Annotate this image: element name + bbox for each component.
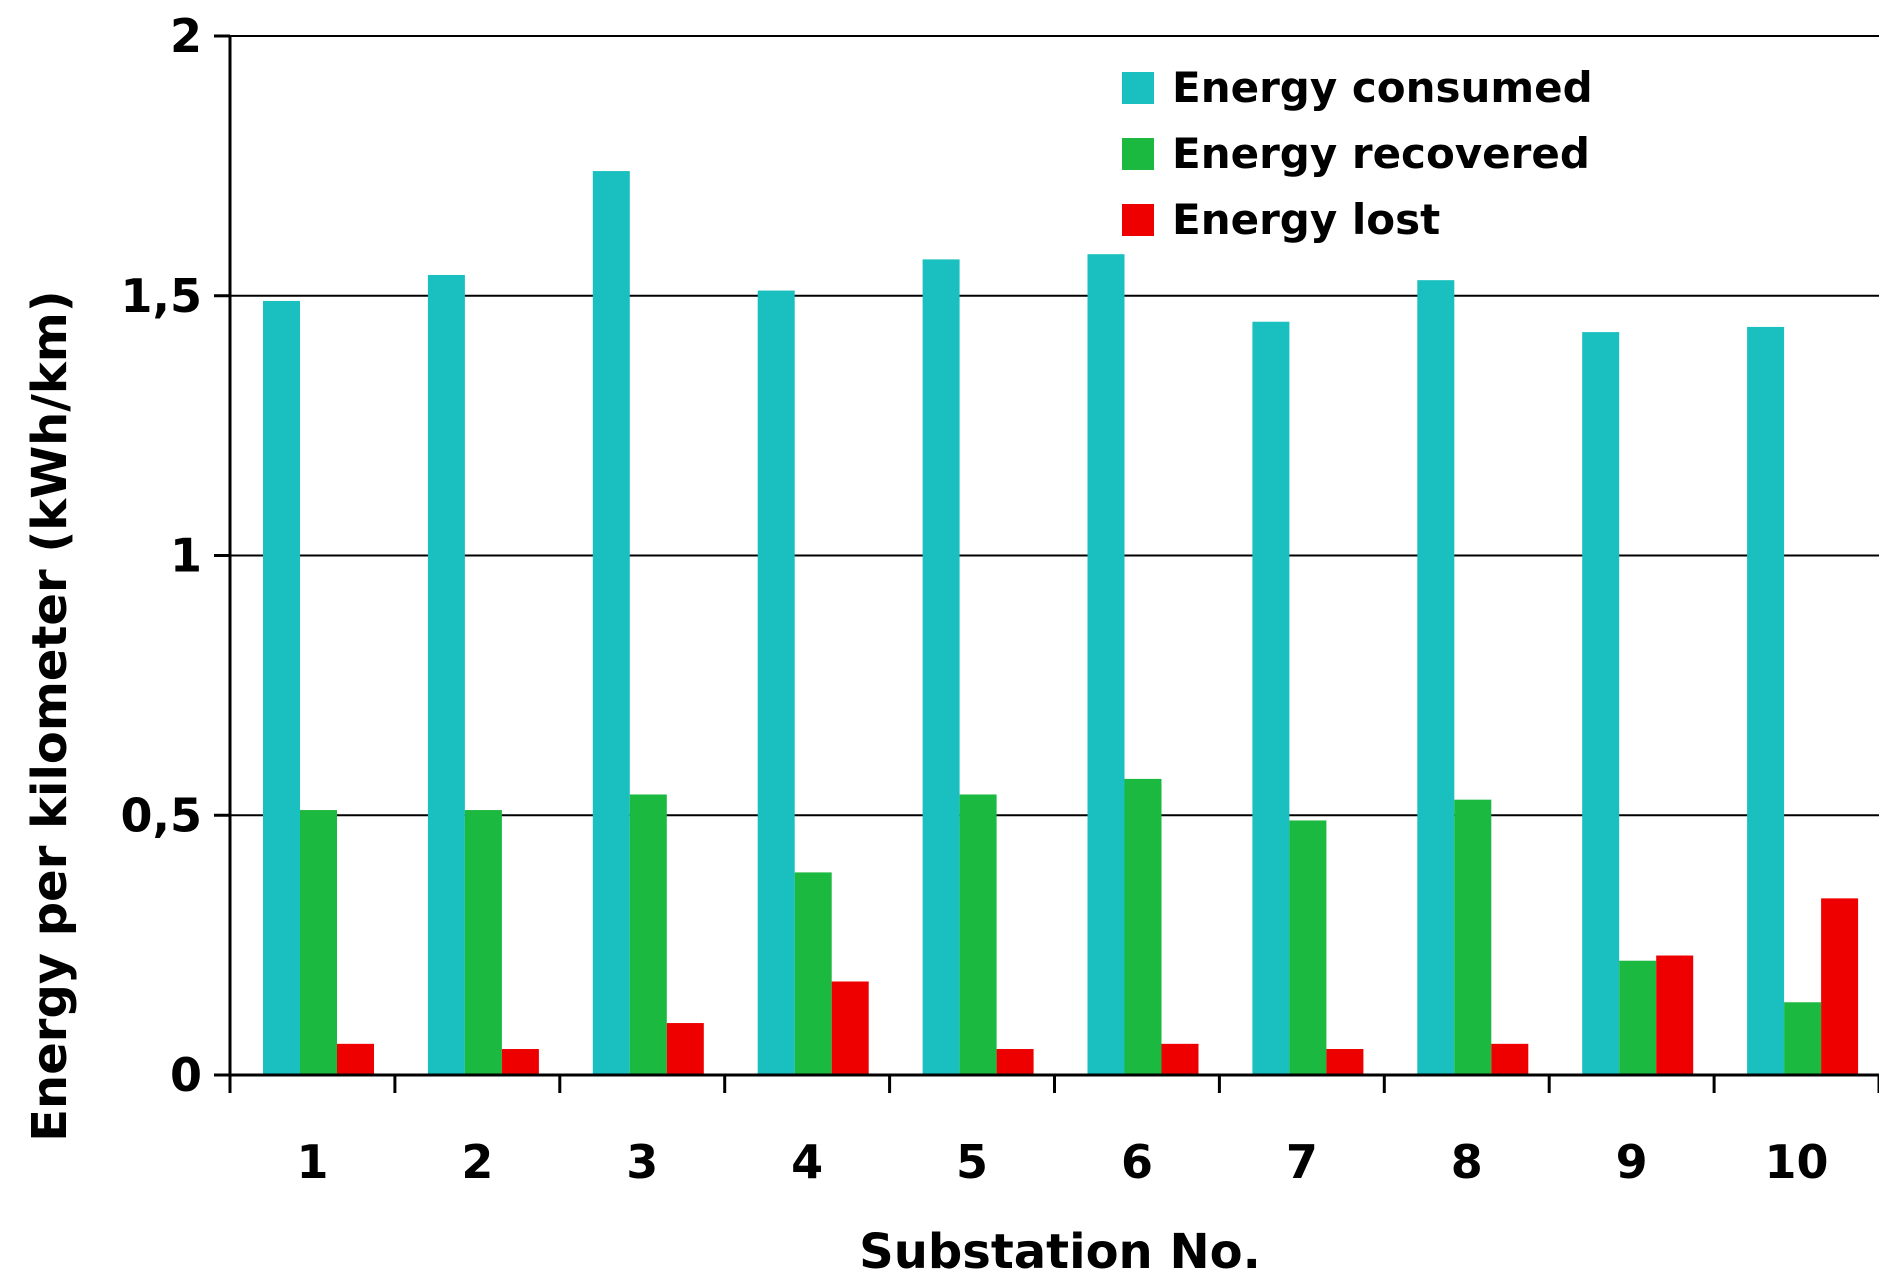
bars [263,171,1859,1076]
bar-energy-lost [996,1049,1034,1075]
bar-energy-lost [1656,955,1694,1075]
tick-labels: 0 0,5 1 1,5 2 1 2 3 4 5 6 7 8 9 10 [121,9,1829,1189]
bar-energy-lost [1821,898,1859,1075]
x-tick-label: 3 [626,1135,658,1189]
bar-energy-recovered [1289,820,1327,1075]
bar-energy-recovered [464,810,502,1075]
y-tick-label: 1,5 [121,269,203,323]
bar-energy-consumed [1582,332,1620,1075]
legend-swatch [1122,138,1154,170]
y-tick-label: 1 [170,529,202,583]
bar-energy-consumed [427,274,465,1076]
bar-energy-recovered [1619,960,1657,1075]
axes [214,34,1879,1093]
legend-swatch [1122,72,1154,104]
legend-label: Energy recovered [1172,129,1590,178]
bar-energy-lost [666,1023,704,1075]
bar-energy-recovered [1454,799,1492,1075]
gridlines [230,35,1879,817]
bar-energy-consumed [1417,280,1455,1075]
bar-energy-recovered [959,794,997,1075]
bar-energy-consumed [592,171,630,1075]
x-tick-label: 1 [296,1135,328,1189]
y-tick-label: 0,5 [121,788,203,842]
x-tick-label: 9 [1616,1135,1648,1189]
bar-energy-recovered [794,872,832,1075]
x-tick-label: 7 [1286,1135,1318,1189]
bar-energy-recovered [300,810,337,1075]
x-axis-title: Substation No. [859,1224,1261,1280]
bar-energy-lost [1491,1043,1529,1075]
bar-energy-recovered [1124,778,1162,1075]
bar-energy-lost [831,981,869,1075]
legend-swatch [1122,204,1154,236]
legend-label: Energy consumed [1172,63,1593,112]
x-tick-label: 2 [461,1135,493,1189]
bar-energy-lost [501,1049,539,1075]
legend: Energy consumed Energy recovered Energy lo… [1122,63,1593,244]
x-tick-label: 8 [1451,1135,1483,1189]
bar-energy-consumed [922,259,960,1075]
y-axis-title: Energy per kilometer (kWh/km) [22,290,78,1141]
bar-energy-consumed [263,300,300,1075]
bar-energy-lost [1161,1043,1199,1075]
bar-energy-lost [1326,1049,1364,1075]
y-tick-label: 2 [170,9,202,63]
y-tick-label: 0 [170,1048,202,1102]
x-tick-label: 6 [1121,1135,1153,1189]
bar-energy-recovered [1784,1002,1822,1075]
bar-energy-consumed [1087,254,1125,1075]
bar-energy-consumed [757,290,795,1075]
bar-energy-consumed [1747,326,1785,1075]
x-tick-label: 5 [956,1135,988,1189]
bar-energy-lost [337,1043,374,1075]
x-tick-label: 10 [1765,1135,1829,1189]
bar-energy-recovered [629,794,667,1075]
legend-label: Energy lost [1172,195,1440,244]
x-tick-label: 4 [791,1135,823,1189]
bar-energy-consumed [1252,321,1290,1076]
